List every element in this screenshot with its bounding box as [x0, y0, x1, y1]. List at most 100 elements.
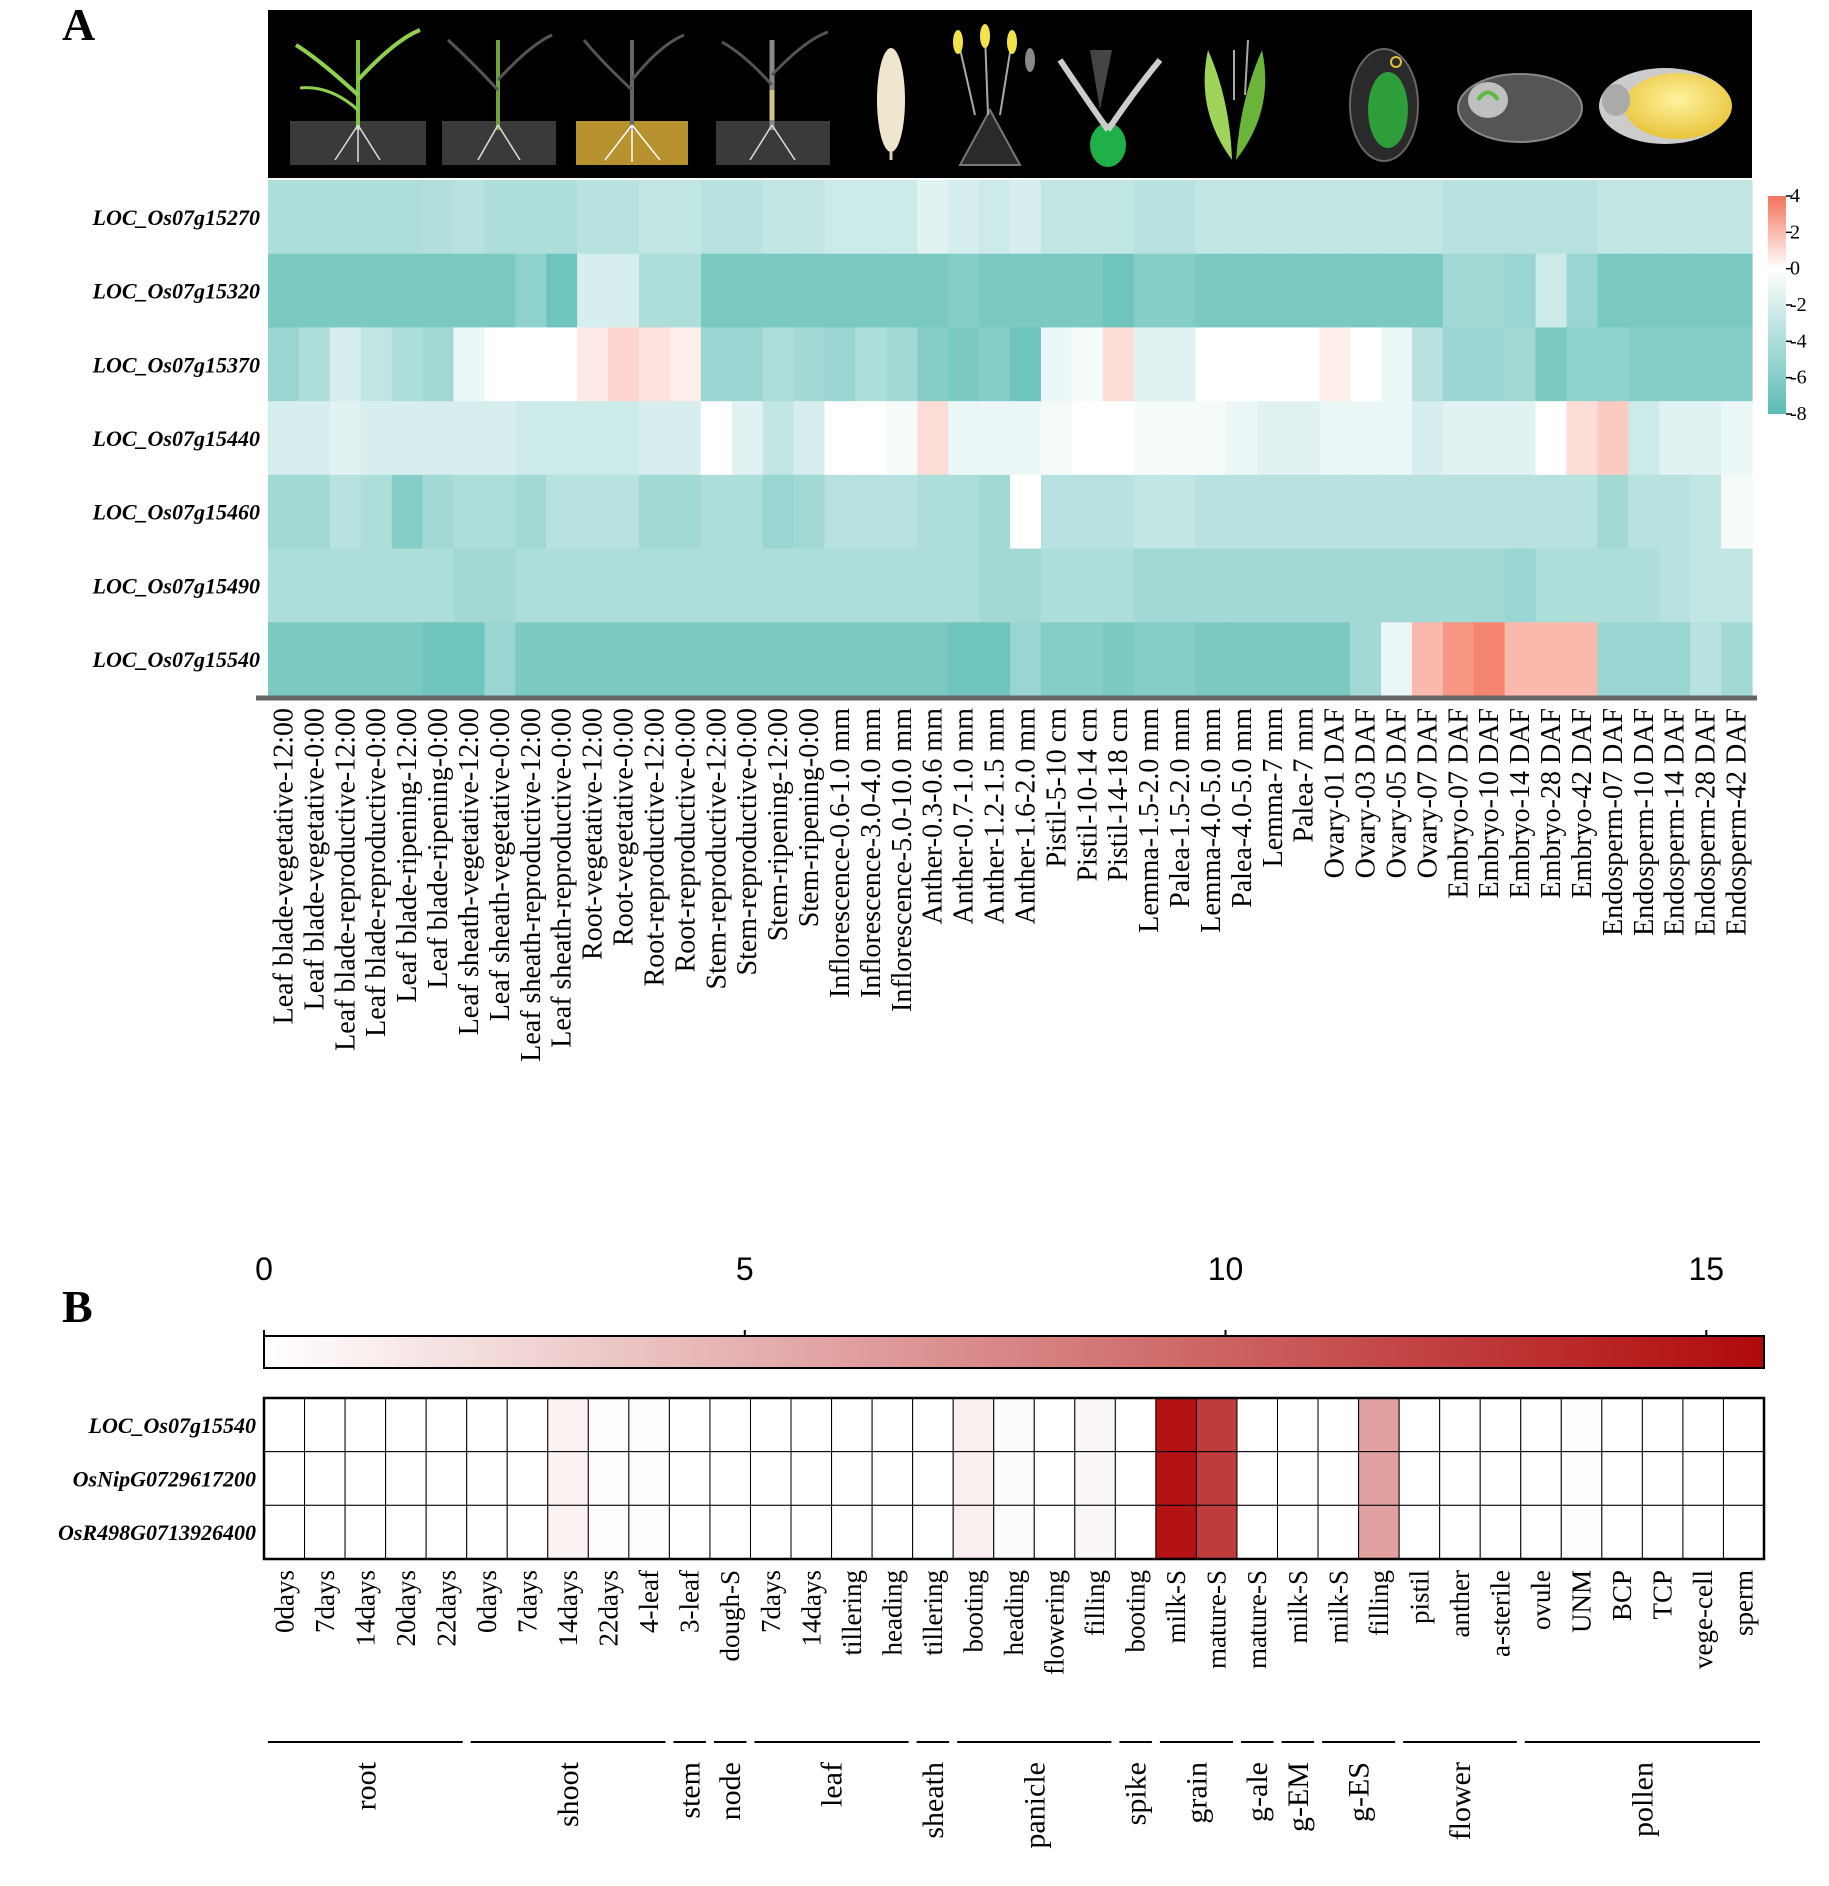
heatmap-cell	[268, 327, 300, 402]
heatmap-cell	[824, 253, 857, 329]
heatmap-cell	[824, 180, 857, 255]
heatmap-cell	[298, 180, 331, 255]
sample-label: milk-S	[1323, 1570, 1353, 1644]
heatmap-cell	[1442, 327, 1475, 402]
heatmap-cell	[1010, 622, 1042, 697]
heatmap-cell	[1114, 1451, 1157, 1506]
group-label: stem	[674, 1762, 707, 1819]
sample-label: Leaf sheath-vegetative-12:00	[454, 708, 485, 1035]
heatmap-cell	[515, 474, 547, 550]
sample-label: Lemma-7 mm	[1258, 708, 1289, 868]
heatmap-cell	[669, 327, 702, 402]
heatmap-cell	[1226, 253, 1258, 329]
heatmap-cell	[1535, 327, 1568, 402]
sample-label: Embryo-10 DAF	[1474, 708, 1505, 899]
heatmap-cell	[1257, 474, 1289, 550]
heatmap-cell	[1102, 622, 1135, 697]
heatmap-cell	[1659, 253, 1691, 329]
heatmap-cell	[1381, 327, 1413, 402]
sample-label: Ovary-07 DAF	[1412, 708, 1443, 878]
heatmap-cell	[824, 327, 857, 402]
anther-icon	[953, 24, 1035, 166]
heatmap-cell	[515, 327, 547, 402]
sample-label: vege-cell	[1688, 1570, 1718, 1669]
heatmap-cell	[484, 327, 516, 402]
heatmap-cell	[1164, 401, 1197, 476]
heatmap-cell	[1566, 253, 1599, 329]
heatmap-cell	[1535, 474, 1568, 550]
sample-label: 3-leaf	[675, 1570, 705, 1633]
heatmap-cell	[298, 548, 331, 623]
heatmap-cell	[466, 1504, 508, 1560]
heatmap-cell	[268, 474, 300, 550]
heatmap-cell	[1102, 474, 1135, 550]
heatmap-cell	[1040, 622, 1073, 697]
heatmap-cell	[546, 401, 578, 476]
heatmap-cell	[1682, 1397, 1724, 1453]
heatmap-cell	[1690, 401, 1722, 476]
ovary-icon	[1349, 48, 1419, 162]
sample-label: Palea-7 mm	[1289, 708, 1320, 843]
heatmap-cell	[1597, 401, 1629, 476]
heatmap-cell	[917, 401, 949, 476]
heatmap-cell	[1195, 401, 1228, 476]
heatmap-cell	[669, 474, 702, 550]
sample-label: Root-reproductive-0:00	[670, 708, 701, 972]
endosperm-icon	[1599, 68, 1732, 144]
heatmap-cell	[1102, 401, 1135, 476]
heatmap-cell	[1473, 253, 1506, 329]
heatmap-cell	[1439, 1397, 1481, 1453]
colorbar-tick-label: 0	[255, 1251, 273, 1287]
heatmap-cell	[1226, 622, 1258, 697]
heatmap-cell	[979, 622, 1011, 697]
heatmap-cell	[546, 327, 578, 402]
heatmap-cell	[547, 1504, 589, 1560]
heatmap-cell	[263, 1451, 306, 1506]
heatmap-cell	[1155, 1504, 1197, 1560]
heatmap-cell	[546, 474, 578, 550]
heatmap-cell	[824, 474, 857, 550]
heatmap-cell	[762, 474, 795, 550]
heatmap-cell	[1411, 327, 1444, 402]
heatmap-cell	[917, 548, 949, 623]
heatmap-cell	[577, 401, 609, 476]
heatmap-cell	[824, 401, 857, 476]
heatmap-cell	[1641, 1397, 1684, 1453]
colorbar-tick-label: 2	[1790, 221, 1800, 243]
sample-label: Embryo-07 DAF	[1443, 708, 1474, 899]
heatmap-cell	[1721, 401, 1753, 476]
heatmap-cell	[639, 401, 671, 476]
heatmap-cell	[385, 1504, 427, 1560]
sample-label: Leaf blade-ripening-12:00	[392, 708, 423, 1003]
pistil-icon	[1057, 50, 1163, 167]
heatmap-cell	[855, 327, 887, 402]
heatmap-cell	[577, 253, 609, 329]
heatmap-cell	[1659, 622, 1691, 697]
heatmap-cell	[385, 1397, 427, 1453]
heatmap-cell	[1597, 253, 1629, 329]
heatmap-cell	[1411, 474, 1444, 550]
heatmap-cell	[1628, 401, 1660, 476]
heatmap-cell	[344, 1397, 387, 1453]
sample-label: flowering	[1040, 1570, 1070, 1675]
heatmap-cell	[453, 622, 486, 697]
heatmap-cell	[1398, 1451, 1441, 1506]
heatmap-cell	[855, 180, 887, 255]
heatmap-cell	[1164, 548, 1197, 623]
sample-label: ovule	[1526, 1570, 1556, 1630]
heatmap-cell	[1690, 474, 1722, 550]
heatmap-cell	[1398, 1504, 1441, 1560]
heatmap-cell	[1682, 1451, 1724, 1506]
heatmap-cell	[391, 180, 424, 255]
heatmap-cell	[391, 548, 424, 623]
heatmap-cell	[1628, 548, 1660, 623]
heatmap-cell	[793, 253, 826, 329]
colorbar-tick-label: -4	[1790, 330, 1807, 352]
heatmap-cell	[731, 253, 764, 329]
heatmap-cell	[1722, 1504, 1765, 1560]
heatmap-cell	[639, 622, 671, 697]
heatmap-cell	[1133, 401, 1166, 476]
heatmap-cell	[1257, 548, 1289, 623]
heatmap-cell	[1473, 548, 1506, 623]
heatmap-cell	[1288, 622, 1320, 697]
